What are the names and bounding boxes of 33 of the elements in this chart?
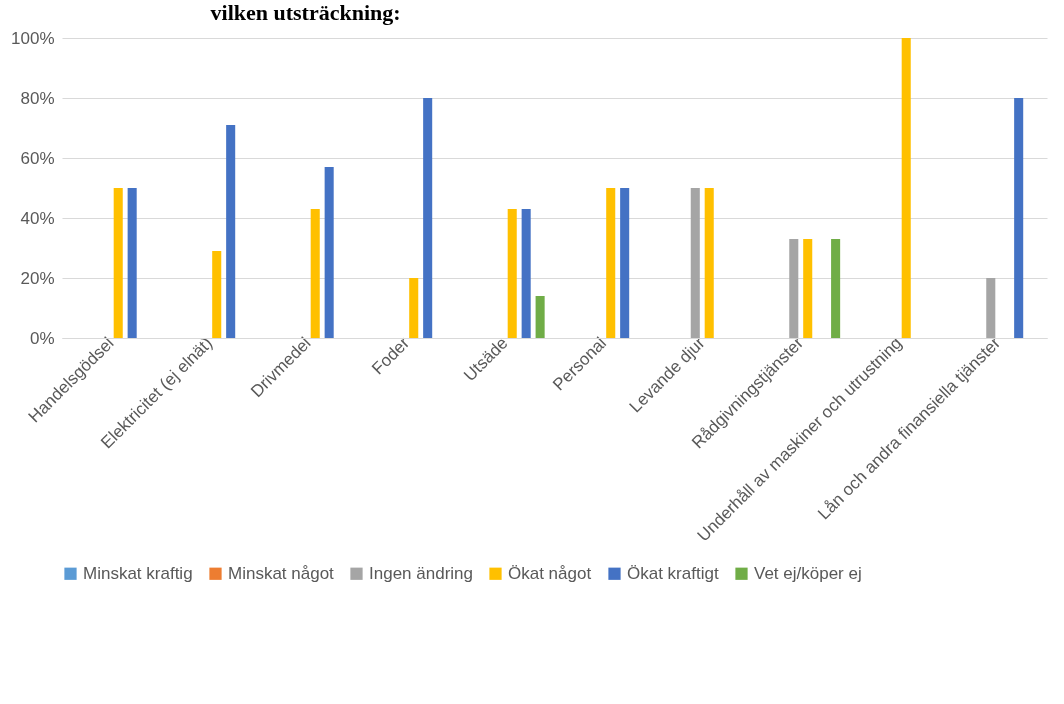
bar xyxy=(789,239,799,338)
bar xyxy=(986,278,996,338)
bar xyxy=(226,125,236,338)
bar xyxy=(212,251,222,338)
bar xyxy=(310,209,320,338)
y-tick-label: 100% xyxy=(11,28,55,48)
bar xyxy=(423,98,433,338)
bar xyxy=(704,188,714,338)
y-tick-label: 40% xyxy=(20,208,55,228)
bar xyxy=(690,188,700,338)
bar xyxy=(901,38,911,338)
legend-label: Vet ej/köper ej xyxy=(754,563,862,583)
legend-label: Minskat något xyxy=(228,563,335,583)
bar xyxy=(113,188,123,338)
legend-label: Ingen ändring xyxy=(369,563,473,583)
bar xyxy=(507,209,517,338)
bar xyxy=(521,209,531,338)
y-tick-label: 60% xyxy=(20,148,55,168)
bar xyxy=(127,188,137,338)
bar xyxy=(803,239,813,338)
bar xyxy=(620,188,630,338)
bar xyxy=(324,167,334,338)
bar xyxy=(831,239,841,338)
y-tick-label: 20% xyxy=(20,268,55,288)
legend-label: Ökat kraftigt xyxy=(627,563,719,583)
bar xyxy=(409,278,419,338)
chart-title: vilken utsträckning: xyxy=(210,0,401,25)
bar xyxy=(535,296,545,338)
y-tick-label: 80% xyxy=(20,88,55,108)
bar xyxy=(1014,98,1024,338)
legend-label: Ökat något xyxy=(508,563,592,583)
bar xyxy=(606,188,616,338)
legend-label: Minskat kraftig xyxy=(83,563,193,583)
